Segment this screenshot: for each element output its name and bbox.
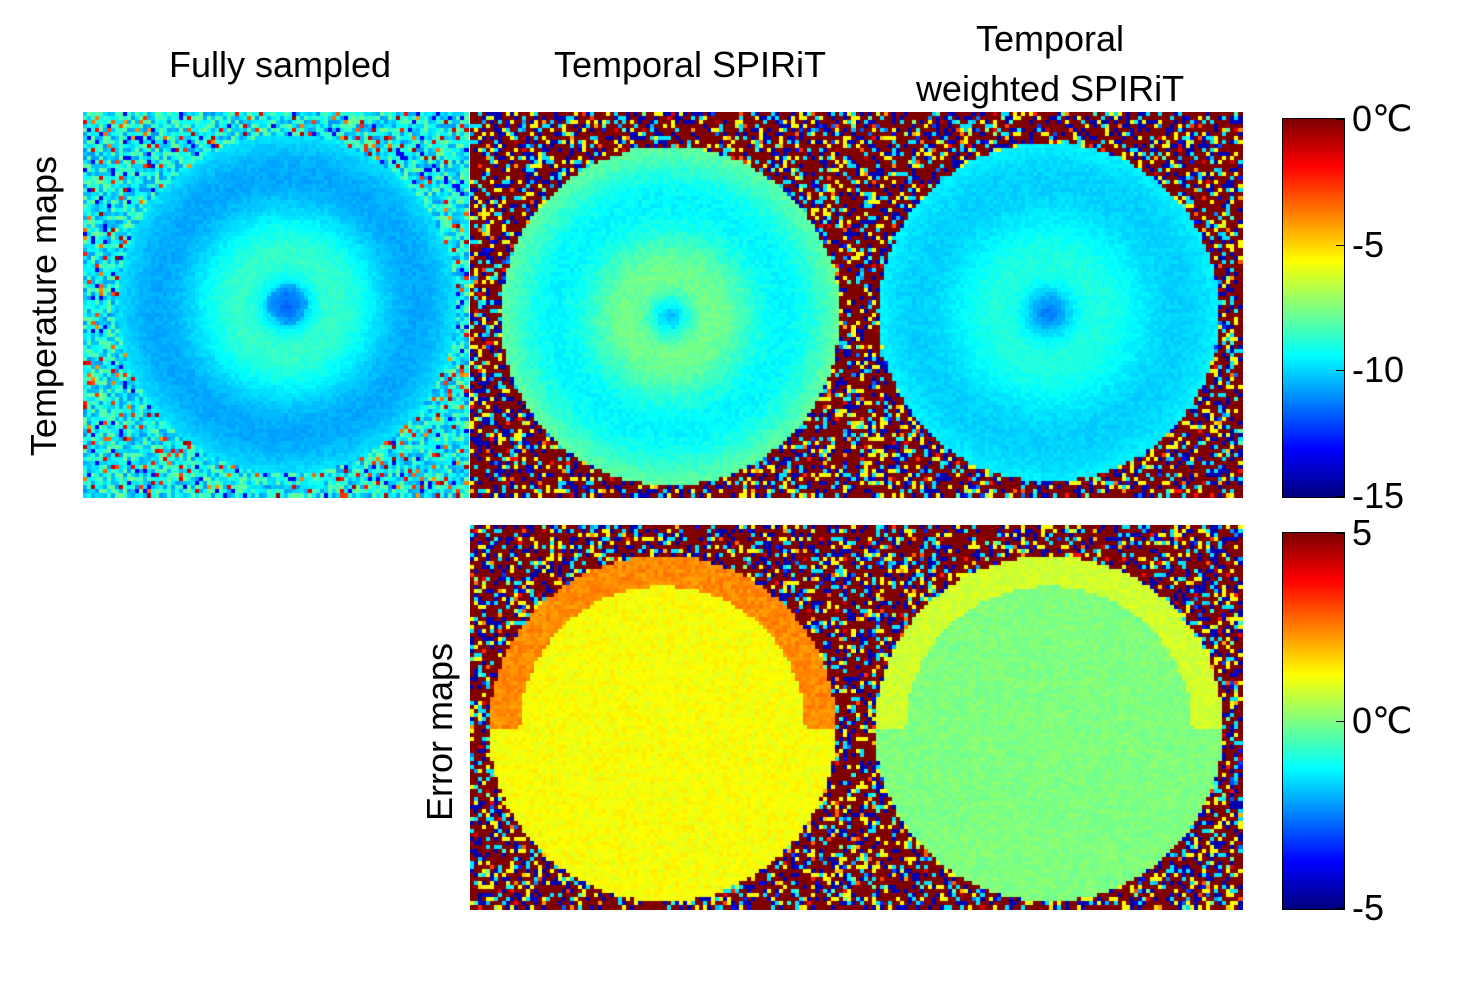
temperature-map-temporal-weighted-spirit — [856, 112, 1243, 498]
temperature_colorbar-tick — [1336, 244, 1344, 246]
row-title-temperature-maps: Temperature maps — [23, 155, 64, 457]
temperature_colorbar-tick-label: 0℃ — [1352, 98, 1413, 139]
error_colorbar-tick-label: 5 — [1352, 512, 1373, 553]
row-title-error-maps: Error maps — [419, 642, 460, 822]
temperature-map-fully-sampled — [83, 112, 469, 498]
column-title-temporal-spirit: Temporal SPIRiT — [553, 44, 827, 85]
temperature_colorbar-tick-label: -15 — [1352, 475, 1405, 516]
temperature-colorbar — [1282, 118, 1345, 498]
error-colorbar — [1282, 532, 1345, 910]
temperature-map-temporal-spirit — [470, 112, 856, 498]
error-map-temporal-weighted-spirit — [856, 525, 1243, 910]
temperature_colorbar-tick — [1336, 496, 1344, 497]
column-title-fully-sampled: Fully sampled — [168, 44, 392, 85]
error_colorbar-tick — [1336, 533, 1344, 534]
error_colorbar-tick — [1336, 908, 1344, 909]
temperature_colorbar-tick-label: -10 — [1352, 349, 1405, 391]
column-title-temporal-weighted-line1: Temporal — [975, 18, 1125, 59]
error_colorbar-tick-label: -5 — [1352, 887, 1385, 928]
error_colorbar-tick — [1336, 720, 1344, 722]
column-title-temporal-weighted-line2: weighted SPIRiT — [915, 68, 1185, 109]
error-map-temporal-spirit — [470, 525, 856, 910]
error_colorbar-tick-label: 0℃ — [1352, 699, 1413, 741]
temperature_colorbar-tick-label: -5 — [1352, 223, 1385, 265]
temperature_colorbar-tick — [1336, 370, 1344, 372]
temperature_colorbar-tick — [1336, 119, 1344, 120]
